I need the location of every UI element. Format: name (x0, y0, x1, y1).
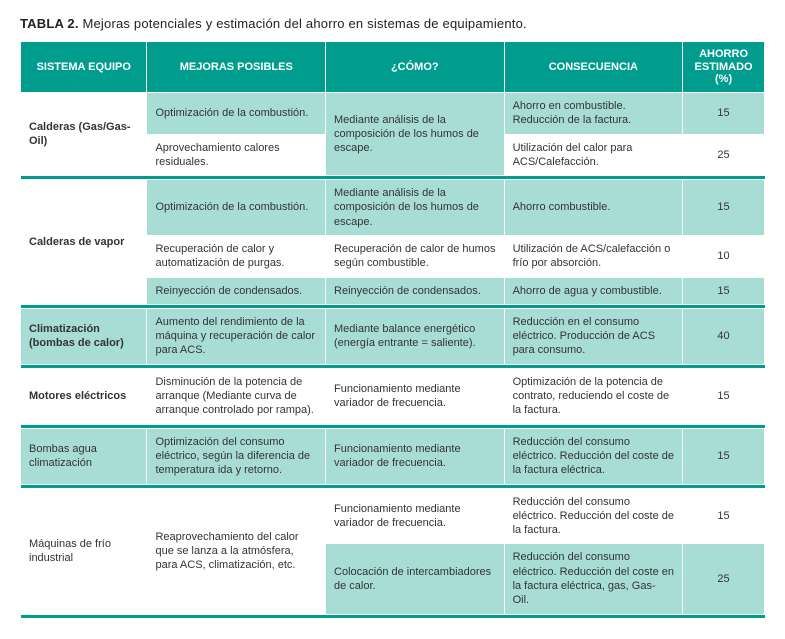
col-how: ¿CÓMO? (326, 42, 505, 93)
cell-savings: 15 (683, 92, 765, 134)
group-separator (21, 614, 765, 618)
cell-savings: 15 (683, 428, 765, 484)
cell-improvement: Optimización de la combustión. (147, 92, 326, 134)
cell-improvement: Recuperación de calor y automatización d… (147, 236, 326, 278)
cell-system: Climatización (bombas de calor) (21, 308, 147, 364)
table-row: Calderas (Gas/Gas- Oil)Optimización de l… (21, 92, 765, 134)
cell-how: Recuperación de calor de humos según com… (326, 236, 505, 278)
cell-consequence: Ahorro de agua y combustible. (504, 277, 683, 304)
cell-savings: 25 (683, 544, 765, 614)
cell-improvement: Aprovechamiento calores residuales. (147, 134, 326, 176)
cell-consequence: Reducción en el consumo eléctrico. Produ… (504, 308, 683, 364)
cell-consequence: Reducción del consumo eléctrico. Reducci… (504, 488, 683, 544)
col-system: SISTEMA EQUIPO (21, 42, 147, 93)
cell-savings: 25 (683, 134, 765, 176)
cell-consequence: Optimización de la potencia de contrato,… (504, 368, 683, 424)
table-row: Calderas de vaporOptimización de la comb… (21, 180, 765, 236)
cell-savings: 40 (683, 308, 765, 364)
cell-improvement: Optimización del consumo eléctrico, segú… (147, 428, 326, 484)
cell-savings: 10 (683, 236, 765, 278)
table-row: Motores eléctricosDisminución de la pote… (21, 368, 765, 424)
cell-how: Reinyección de condensados. (326, 277, 505, 304)
cell-how: Colocación de intercambiadores de calor. (326, 544, 505, 614)
cell-savings: 15 (683, 277, 765, 304)
cell-how: Funcionamiento mediante variador de frec… (326, 488, 505, 544)
cell-consequence: Reducción del consumo eléctrico. Reducci… (504, 428, 683, 484)
cell-consequence: Ahorro combustible. (504, 180, 683, 236)
cell-how: Mediante análisis de la composición de l… (326, 180, 505, 236)
cell-system: Motores eléctricos (21, 368, 147, 424)
cell-system: Bombas agua climatización (21, 428, 147, 484)
cell-savings: 15 (683, 368, 765, 424)
cell-system: Calderas (Gas/Gas- Oil) (21, 92, 147, 175)
cell-consequence: Ahorro en combustible. Reducción de la f… (504, 92, 683, 134)
table-row: Bombas agua climatizaciónOptimización de… (21, 428, 765, 484)
cell-how: Mediante análisis de la composición de l… (326, 92, 505, 175)
cell-savings: 15 (683, 180, 765, 236)
cell-system: Calderas de vapor (21, 180, 147, 305)
cell-improvement: Disminución de la potencia de arranque (… (147, 368, 326, 424)
table-caption-text: Mejoras potenciales y estimación del aho… (82, 16, 526, 31)
table-row: Climatización (bombas de calor)Aumento d… (21, 308, 765, 364)
cell-how: Mediante balance energético (energía ent… (326, 308, 505, 364)
cell-improvement: Aumento del rendimiento de la máquina y … (147, 308, 326, 364)
table-caption: TABLA 2. Mejoras potenciales y estimació… (20, 16, 765, 31)
col-consequence: CONSECUENCIA (504, 42, 683, 93)
cell-consequence: Utilización del calor para ACS/Calefacci… (504, 134, 683, 176)
cell-savings: 15 (683, 488, 765, 544)
cell-improvement: Reinyección de condensados. (147, 277, 326, 304)
cell-consequence: Reducción del consumo eléctrico. Reducci… (504, 544, 683, 614)
col-improvements: MEJORAS POSIBLES (147, 42, 326, 93)
cell-improvement: Reaprovechamiento del calor que se lanza… (147, 488, 326, 614)
cell-how: Funcionamiento mediante variador de frec… (326, 428, 505, 484)
table-caption-label: TABLA 2. (20, 16, 79, 31)
col-savings: AHORRO ESTIMADO (%) (683, 42, 765, 93)
table-row: Máquinas de frío industrialReaprovechami… (21, 488, 765, 544)
cell-system: Máquinas de frío industrial (21, 488, 147, 614)
table-header: SISTEMA EQUIPO MEJORAS POSIBLES ¿CÓMO? C… (21, 42, 765, 93)
cell-consequence: Utilización de ACS/calefacción o frío po… (504, 236, 683, 278)
cell-improvement: Optimización de la combustión. (147, 180, 326, 236)
cell-how: Funcionamiento mediante variador de frec… (326, 368, 505, 424)
table-body: Calderas (Gas/Gas- Oil)Optimización de l… (21, 92, 765, 618)
equipment-savings-table: SISTEMA EQUIPO MEJORAS POSIBLES ¿CÓMO? C… (20, 41, 765, 618)
